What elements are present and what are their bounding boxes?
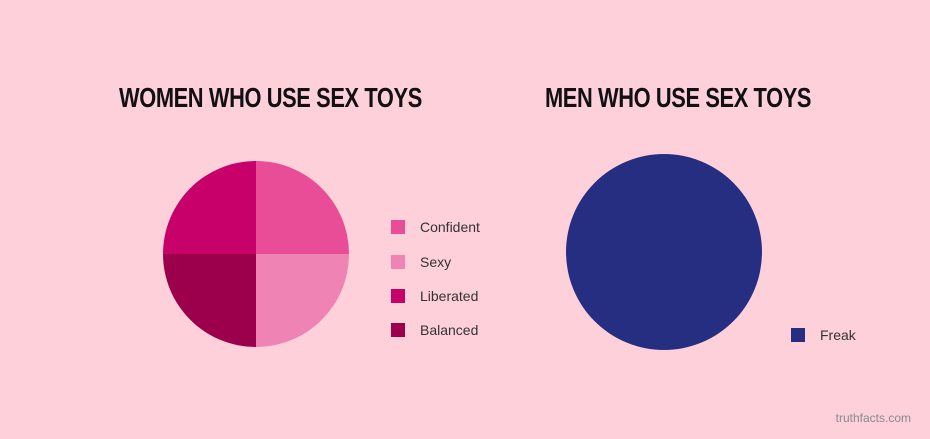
pie-slice-liberated	[163, 161, 256, 254]
men-pie-chart	[566, 154, 762, 350]
women-chart-title: WOMEN WHO USE SEX TOYS	[119, 82, 422, 113]
legend-item-balanced: Balanced	[391, 322, 478, 338]
legend-label-sexy: Sexy	[420, 254, 452, 270]
pie-slice-confident	[256, 161, 349, 254]
pie-slice-sexy	[256, 254, 349, 347]
legend-label-balanced: Balanced	[420, 322, 479, 338]
pie-slice-freak	[566, 154, 762, 350]
legend-item-sexy: Sexy	[391, 254, 451, 270]
women-pie-chart	[163, 161, 349, 347]
legend-item-liberated: Liberated	[391, 288, 478, 304]
footer-credit: truthfacts.com	[835, 411, 911, 425]
legend-swatch-liberated	[391, 289, 405, 303]
pie-slice-balanced	[163, 254, 256, 347]
legend-item-confident: Confident	[391, 219, 480, 235]
legend-label-confident: Confident	[420, 219, 480, 235]
legend-swatch-sexy	[391, 255, 405, 269]
legend-swatch-confident	[391, 220, 405, 234]
legend-label-liberated: Liberated	[420, 288, 479, 304]
men-chart-title: MEN WHO USE SEX TOYS	[545, 82, 812, 113]
legend-swatch-freak	[791, 328, 805, 342]
legend-swatch-balanced	[391, 323, 405, 337]
legend-label-freak: Freak	[820, 327, 856, 343]
legend-item-freak: Freak	[791, 327, 856, 343]
